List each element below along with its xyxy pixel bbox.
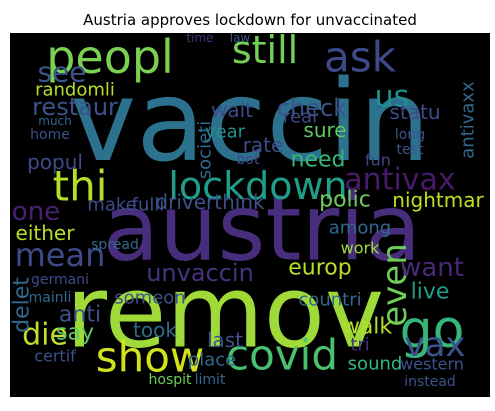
word: sure [303,118,346,142]
word: us [375,80,410,115]
word: popul [27,150,83,174]
word: took [133,318,177,342]
word: much [38,114,72,128]
word: still [232,28,298,72]
word: see [37,56,86,89]
word: want [400,253,464,283]
word: rate [243,133,284,157]
word: vax [404,325,465,365]
word: show [96,333,205,382]
word: real [283,107,317,128]
word: nightmar [392,188,484,212]
word: unvaccin [146,259,254,287]
word: societi [195,121,216,179]
word: statu [389,100,440,124]
word: time [186,31,213,45]
chart-title: Austria approves lockdown for unvaccinat… [83,11,417,29]
word: bot [237,152,260,168]
word: work [341,239,380,258]
word: die [22,318,68,353]
word: spread [91,237,139,253]
word: delet [10,277,35,333]
word: one [12,197,60,227]
word: thi [53,162,108,211]
word: hospit [149,372,193,388]
word: tri [350,335,369,356]
word: instead [404,374,456,390]
word: lockdown [168,164,347,208]
word: europ [288,256,351,281]
word: germani [31,272,89,288]
word: home [30,127,70,143]
word: live [411,280,450,305]
word: someon [114,288,185,309]
word: test [397,142,424,158]
word: mainli [29,290,72,306]
word: last [207,328,243,352]
word: walk [342,315,393,340]
word: either [16,221,76,245]
word: make [87,195,136,216]
word: vaccin [70,57,430,187]
word: peopl [46,30,174,84]
word: mean [15,236,106,274]
word: certif [34,347,76,366]
word: long [395,127,425,143]
word: austria [103,175,421,282]
word: fun [365,151,391,170]
word: law [230,31,251,45]
word: western [400,355,464,374]
word: ask [324,33,397,82]
word: polic [319,188,371,213]
word: antivaxx [458,81,479,159]
word: go [400,300,465,360]
word: anti [59,303,101,328]
word: even [375,243,415,327]
word: place [188,350,236,371]
word: need [291,148,346,173]
word: sound [348,354,403,375]
cloud-background [10,33,490,397]
word: driverthink [155,190,265,214]
word: check [277,94,347,122]
word: restaur [32,93,118,121]
word: fulli [132,195,165,216]
word: remov [66,254,384,371]
word: covid [226,331,338,380]
word: limit [195,372,226,388]
word: countri [298,290,361,311]
word: year [205,122,246,143]
word: say [56,321,94,346]
word: randomli [35,80,115,101]
word: wait [211,98,253,122]
word: antivax [344,163,455,198]
word: among [329,218,391,239]
